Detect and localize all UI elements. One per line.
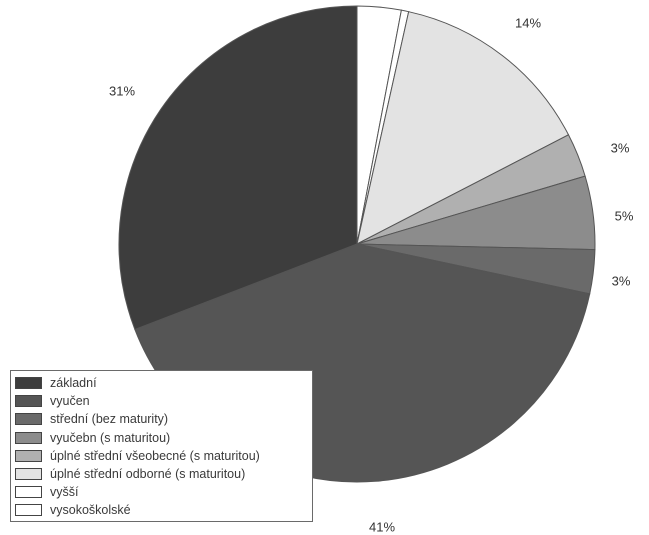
legend-label-6: vyšší <box>50 485 79 500</box>
legend-item-2: střední (bez maturity) <box>15 410 312 428</box>
legend-label-5: úplné střední odborné (s maturitou) <box>50 467 246 482</box>
legend-swatch-7 <box>15 504 42 517</box>
pie-data-labels: 14% 3% 5% 3% 41% 31% <box>109 15 634 534</box>
legend-label-1: vyučen <box>50 394 90 409</box>
legend-swatch-2 <box>15 413 42 426</box>
data-label-4: 3% <box>611 140 630 155</box>
data-label-3: 5% <box>615 208 634 223</box>
legend-swatch-0 <box>15 377 42 390</box>
legend-swatch-5 <box>15 468 42 481</box>
data-label-5: 14% <box>515 15 541 30</box>
legend-item-0: základní <box>15 374 312 392</box>
legend-label-4: úplné střední všeobecné (s maturitou) <box>50 448 260 463</box>
legend-label-7: vysokoškolské <box>50 503 131 518</box>
legend-swatch-6 <box>15 486 42 499</box>
legend-label-3: vyučebn (s maturitou) <box>50 430 171 445</box>
legend-item-7: vysokoškolské <box>15 501 312 519</box>
data-label-1: 41% <box>369 519 395 534</box>
legend-swatch-4 <box>15 449 42 462</box>
data-label-0: 31% <box>109 83 135 98</box>
chart-legend: základní vyučen střední (bez maturity) vyuč… <box>10 370 313 522</box>
legend-label-0: základní <box>50 376 97 391</box>
legend-item-1: vyučen <box>15 392 312 410</box>
legend-item-4: úplné střední všeobecné (s maturitou) <box>15 447 312 465</box>
legend-item-6: vyšší <box>15 483 312 501</box>
legend-label-2: střední (bez maturity) <box>50 412 169 427</box>
legend-swatch-1 <box>15 395 42 408</box>
legend-swatch-3 <box>15 431 42 444</box>
legend-item-3: vyučebn (s maturitou) <box>15 429 312 447</box>
legend-item-5: úplné střední odborné (s maturitou) <box>15 465 312 483</box>
pie-slices <box>118 5 596 483</box>
pie-slice-5 <box>356 11 570 245</box>
pie-slice-0 <box>118 5 358 331</box>
data-label-2: 3% <box>612 273 631 288</box>
